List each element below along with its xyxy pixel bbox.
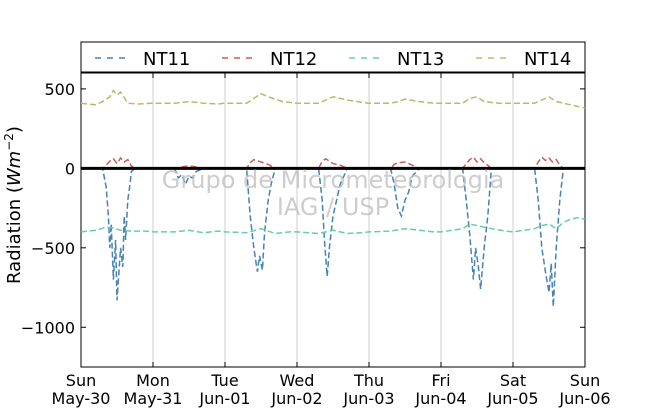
x-tick-date: Jun-05 bbox=[486, 389, 538, 408]
x-tick-date: Jun-04 bbox=[414, 389, 466, 408]
y-tick-label: 0 bbox=[65, 159, 75, 178]
legend-label: NT11 bbox=[143, 49, 190, 70]
plot-frame bbox=[80, 72, 586, 368]
legend-label: NT14 bbox=[524, 49, 571, 70]
y-axis-label-main: Radiation ( bbox=[4, 186, 25, 284]
x-tick-date: May-31 bbox=[124, 389, 183, 408]
x-tick-date: May-30 bbox=[52, 389, 111, 408]
x-tick-day: Sun bbox=[66, 371, 96, 390]
y-axis-label-exponent: −2 bbox=[2, 133, 16, 151]
x-tick-date: Jun-01 bbox=[198, 389, 250, 408]
y-axis-label: Radiation (Wm−2) bbox=[2, 126, 25, 284]
y-tick-label: 500 bbox=[44, 80, 75, 99]
x-tick-day: Fri bbox=[431, 371, 450, 390]
series-line-nt11 bbox=[81, 167, 585, 307]
watermark-line: Grupo de Micrometeorologia bbox=[162, 166, 504, 194]
legend-box bbox=[80, 41, 586, 73]
x-tick-day: Mon bbox=[136, 371, 170, 390]
x-tick-day: Sun bbox=[570, 371, 600, 390]
legend-label: NT13 bbox=[397, 49, 444, 70]
y-tick-label: −500 bbox=[31, 239, 75, 258]
y-axis-label-unit: Wm bbox=[4, 151, 25, 186]
x-tick-date: Jun-02 bbox=[270, 389, 322, 408]
y-axis-ticks: 500 0 −500 −1000 bbox=[21, 80, 585, 337]
y-axis-label-close: ) bbox=[4, 126, 25, 133]
legend-label: NT12 bbox=[270, 49, 317, 70]
x-tick-day: Sat bbox=[500, 371, 526, 390]
grid-lines bbox=[152, 73, 514, 367]
x-tick-date: Jun-06 bbox=[558, 389, 610, 408]
x-tick-day: Tue bbox=[210, 371, 238, 390]
legend: NT11 NT12 NT13 NT14 bbox=[80, 41, 586, 73]
y-tick-label: −1000 bbox=[21, 318, 75, 337]
x-tick-day: Thu bbox=[353, 371, 384, 390]
series-line-nt13 bbox=[80, 216, 586, 235]
x-axis-ticks: SunMay-30MonMay-31TueJun-01WedJun-02ThuJ… bbox=[52, 73, 611, 408]
x-tick-date: Jun-03 bbox=[342, 389, 394, 408]
watermark-line: IAG / USP bbox=[277, 193, 389, 221]
x-tick-day: Wed bbox=[280, 371, 315, 390]
series-line-nt14 bbox=[80, 89, 586, 109]
